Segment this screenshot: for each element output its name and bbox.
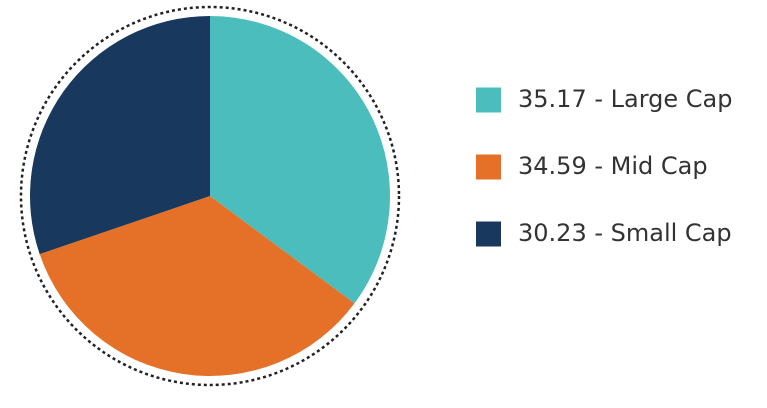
- legend-label: 35.17 - Large Cap: [518, 85, 732, 113]
- legend-label: 30.23 - Small Cap: [518, 219, 732, 247]
- legend-swatch: [476, 154, 501, 180]
- pie-slice: [210, 16, 390, 304]
- legend-label: 34.59 - Mid Cap: [518, 152, 708, 180]
- legend-swatch: [476, 87, 501, 113]
- pie-outline: [19, 5, 401, 387]
- pie-slice: [39, 196, 355, 376]
- pie-slice: [29, 16, 211, 255]
- legend-swatch: [476, 221, 501, 247]
